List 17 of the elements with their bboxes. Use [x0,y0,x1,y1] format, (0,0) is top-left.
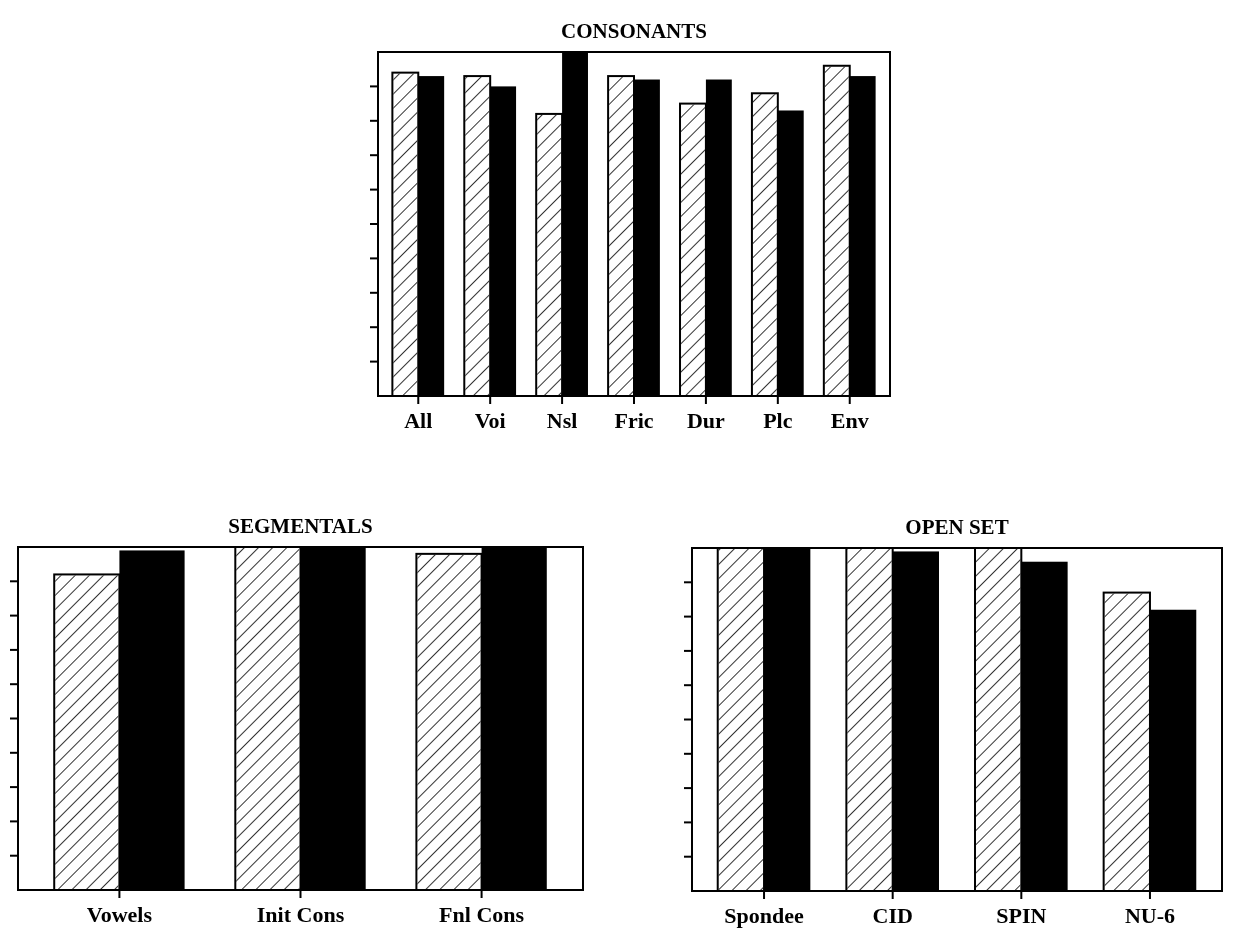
x-tick-label: Env [830,408,869,433]
chart-title: OPEN SET [905,515,1009,539]
x-tick-label: Nsl [546,408,578,433]
x-tick-label: Fric [614,408,654,433]
x-tick-label: Init Cons [256,902,345,927]
x-tick-label: SPIN [996,903,1047,928]
x-tick-label: Dur [686,408,726,433]
x-tick-label: Spondee [724,903,804,928]
x-tick-label: Plc [763,408,793,433]
x-tick-label: NU-6 [1124,903,1176,928]
x-tick-label: Fnl Cons [439,902,525,927]
x-tick-label: CID [872,903,913,928]
x-tick-label: Voi [474,408,506,433]
x-tick-label: All [404,408,433,433]
chart-title: SEGMENTALS [228,514,373,538]
x-tick-label: Vowels [86,902,153,927]
chart-title: CONSONANTS [561,19,707,43]
